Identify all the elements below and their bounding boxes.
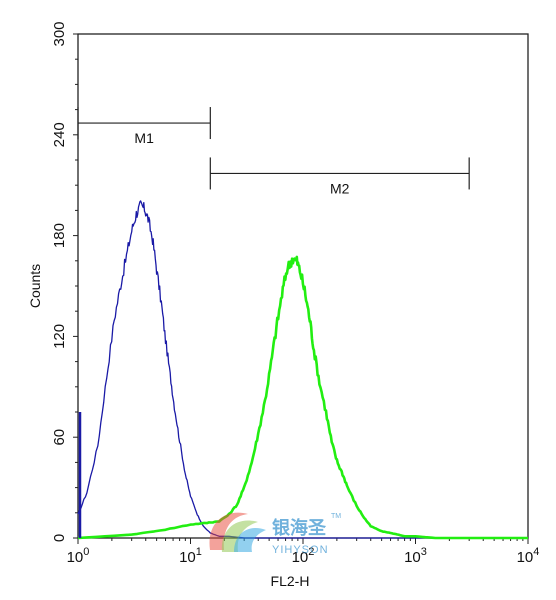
y-axis-title: Counts (27, 264, 43, 308)
y-axis: 0 60 120 180 240 300 (51, 21, 78, 542)
x-axis: 100 101 102 103 104 (67, 538, 540, 566)
marker-label: M2 (330, 180, 350, 196)
x-tick-label: 100 (67, 546, 90, 566)
marker-label: M1 (134, 130, 154, 146)
y-axis-label: Counts (27, 264, 43, 308)
marker-layer: M1 M2 (77, 107, 470, 196)
y-tick-label: 180 (51, 223, 68, 248)
logo-swirl-icon-3 (234, 528, 266, 552)
series-line-2 (77, 255, 528, 540)
watermark-logo: 银海圣 TM YIHYSON (209, 512, 341, 556)
x-axis-label: FL2-H (271, 573, 310, 589)
watermark-en: YIHYSON (272, 544, 329, 556)
series-layer (77, 200, 528, 540)
watermark-cn: 银海圣 (272, 517, 327, 539)
y-tick-label: 0 (51, 534, 68, 542)
y-tick-label: 60 (51, 429, 68, 446)
logo-swirl-icon (209, 512, 248, 550)
x-tick-label: 104 (517, 546, 540, 566)
y-tick-label: 300 (51, 21, 68, 46)
x-tick-label: 103 (404, 546, 427, 566)
logo-swirl-icon-2 (221, 520, 258, 552)
watermark-tm: TM (331, 513, 341, 520)
series-line-1 (77, 200, 528, 539)
x-tick-label: 101 (179, 546, 202, 566)
y-tick-label: 240 (51, 122, 68, 147)
y-tick-label: 120 (51, 324, 68, 349)
x-tick-label: 102 (292, 546, 315, 566)
